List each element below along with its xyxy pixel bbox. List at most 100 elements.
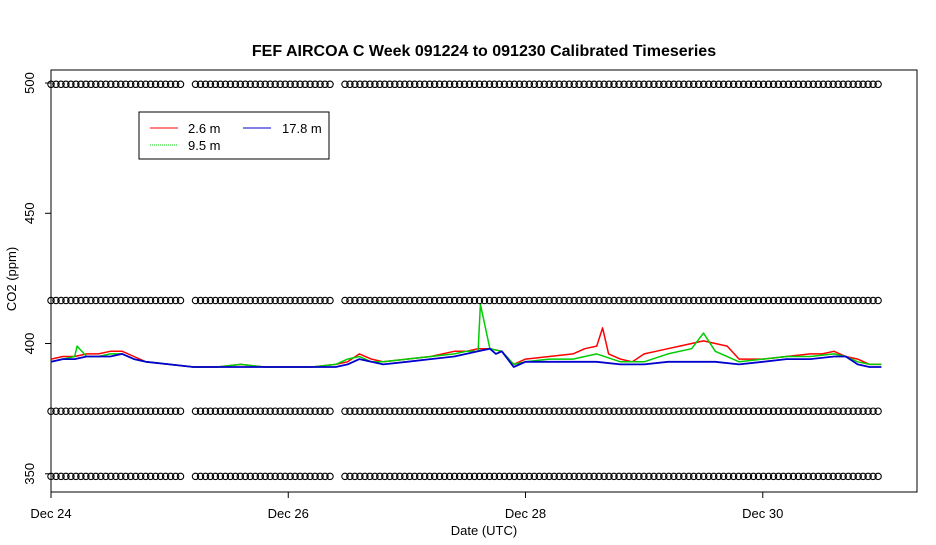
marker-point-row2 bbox=[266, 407, 274, 415]
marker-point-row0 bbox=[52, 80, 60, 89]
marker-point-row0 bbox=[580, 80, 588, 89]
marker-point-row2 bbox=[769, 407, 778, 415]
marker-point-row0 bbox=[685, 80, 693, 89]
marker-point-row0 bbox=[610, 80, 618, 89]
marker-point-row0 bbox=[221, 80, 230, 89]
marker-point-row2 bbox=[749, 407, 758, 415]
marker-point-row2 bbox=[381, 407, 389, 415]
marker-point-row0 bbox=[779, 80, 788, 89]
marker-point-row1 bbox=[764, 296, 773, 305]
marker-point-row3 bbox=[391, 472, 399, 481]
marker-point-row0 bbox=[545, 80, 553, 89]
marker-point-row2 bbox=[799, 407, 808, 415]
marker-point-row1 bbox=[87, 296, 95, 305]
marker-point-row3 bbox=[261, 472, 269, 481]
marker-point-row2 bbox=[52, 407, 60, 415]
marker-point-row3 bbox=[156, 472, 165, 481]
marker-point-row2 bbox=[645, 407, 653, 415]
marker-point-row2 bbox=[804, 407, 813, 415]
marker-point-row2 bbox=[739, 407, 748, 415]
chart-title: FEF AIRCOA C Week 091224 to 091230 Calib… bbox=[252, 43, 716, 60]
marker-point-row0 bbox=[326, 80, 334, 89]
marker-point-row2 bbox=[655, 407, 663, 415]
marker-point-row0 bbox=[689, 80, 698, 89]
marker-point-row2 bbox=[854, 407, 862, 415]
marker-point-row0 bbox=[515, 80, 524, 89]
marker-point-row3 bbox=[371, 472, 379, 481]
marker-point-row1 bbox=[580, 296, 588, 305]
marker-point-row0 bbox=[156, 80, 165, 89]
marker-point-row0 bbox=[724, 80, 733, 89]
marker-point-row1 bbox=[156, 296, 165, 305]
marker-point-row0 bbox=[286, 80, 294, 89]
marker-point-row0 bbox=[92, 80, 100, 89]
marker-point-row1 bbox=[540, 296, 549, 305]
marker-point-row3 bbox=[420, 472, 429, 481]
marker-point-row2 bbox=[386, 407, 394, 415]
marker-point-row0 bbox=[500, 80, 509, 89]
marker-point-row1 bbox=[176, 296, 185, 305]
marker-point-row0 bbox=[107, 80, 115, 89]
marker-point-row1 bbox=[490, 296, 499, 305]
marker-point-row1 bbox=[420, 296, 429, 305]
marker-point-row0 bbox=[450, 80, 459, 89]
marker-point-row3 bbox=[560, 472, 568, 481]
marker-point-row0 bbox=[356, 80, 364, 89]
marker-point-row2 bbox=[500, 407, 509, 415]
marker-point-row1 bbox=[610, 296, 618, 305]
marker-point-row2 bbox=[356, 407, 364, 415]
marker-point-row3 bbox=[670, 472, 678, 481]
marker-point-row2 bbox=[699, 407, 708, 415]
marker-point-row2 bbox=[57, 407, 65, 415]
marker-point-row2 bbox=[809, 407, 818, 415]
marker-point-row2 bbox=[440, 407, 449, 415]
marker-point-row2 bbox=[779, 407, 788, 415]
marker-point-row3 bbox=[739, 472, 748, 481]
marker-point-row0 bbox=[625, 80, 633, 89]
marker-point-row1 bbox=[396, 296, 404, 305]
marker-point-row3 bbox=[326, 472, 334, 481]
marker-point-row2 bbox=[630, 407, 638, 415]
marker-point-row2 bbox=[490, 407, 499, 415]
marker-point-row0 bbox=[316, 80, 324, 89]
marker-point-row2 bbox=[520, 407, 529, 415]
marker-point-row1 bbox=[874, 296, 882, 305]
marker-point-row1 bbox=[226, 296, 235, 305]
marker-point-row3 bbox=[869, 472, 877, 481]
marker-point-row2 bbox=[839, 407, 847, 415]
marker-point-row1 bbox=[415, 296, 424, 305]
marker-point-row1 bbox=[291, 296, 299, 305]
marker-point-row3 bbox=[545, 472, 553, 481]
marker-point-row0 bbox=[789, 80, 798, 89]
marker-point-row3 bbox=[201, 472, 210, 481]
marker-point-row3 bbox=[530, 472, 539, 481]
marker-point-row1 bbox=[545, 296, 553, 305]
marker-point-row3 bbox=[719, 472, 728, 481]
series-line-2 bbox=[50, 347, 882, 368]
marker-point-row1 bbox=[286, 296, 294, 305]
marker-point-row1 bbox=[869, 296, 877, 305]
marker-point-row0 bbox=[455, 80, 464, 89]
marker-point-row2 bbox=[660, 407, 668, 415]
marker-point-row0 bbox=[560, 80, 568, 89]
marker-point-row3 bbox=[216, 472, 225, 481]
marker-point-row0 bbox=[351, 80, 359, 89]
marker-point-row0 bbox=[465, 80, 474, 89]
marker-point-row3 bbox=[640, 472, 648, 481]
marker-point-row0 bbox=[216, 80, 225, 89]
marker-point-row3 bbox=[565, 472, 573, 481]
marker-point-row2 bbox=[665, 407, 673, 415]
marker-point-row1 bbox=[465, 296, 474, 305]
marker-point-row0 bbox=[749, 80, 758, 89]
marker-point-row0 bbox=[819, 80, 828, 89]
marker-point-row3 bbox=[236, 472, 245, 481]
marker-point-row0 bbox=[236, 80, 245, 89]
marker-point-row1 bbox=[435, 296, 444, 305]
marker-point-row2 bbox=[560, 407, 568, 415]
marker-point-row1 bbox=[585, 296, 593, 305]
marker-point-row0 bbox=[475, 80, 484, 89]
marker-point-row2 bbox=[236, 407, 245, 415]
marker-point-row3 bbox=[759, 472, 768, 481]
marker-point-row1 bbox=[266, 296, 274, 305]
marker-point-row1 bbox=[346, 296, 354, 305]
